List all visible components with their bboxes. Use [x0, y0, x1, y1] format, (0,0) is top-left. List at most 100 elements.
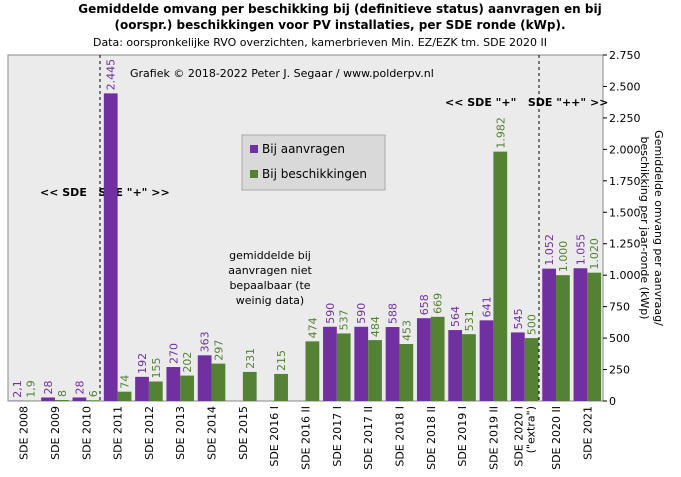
annotation: aanvragen niet	[228, 264, 312, 277]
y-tick-label: 2.500	[609, 80, 641, 93]
y-tick-label: 750	[609, 301, 630, 314]
bar	[510, 332, 525, 401]
data-label: 270	[167, 343, 180, 364]
x-tick-label: SDE 2009	[49, 406, 62, 460]
bar	[72, 397, 87, 401]
bar	[430, 316, 445, 401]
bar	[323, 326, 337, 401]
data-label: 231	[244, 348, 257, 369]
bar	[305, 341, 320, 401]
legend: Bij aanvragen Bij beschikkingen	[250, 142, 367, 181]
legend-swatch	[250, 170, 258, 178]
bar	[166, 367, 181, 401]
x-tick-label-line: SDE 2020 I	[513, 406, 526, 467]
bar	[274, 373, 288, 401]
data-label: 297	[212, 340, 225, 361]
bar	[86, 400, 101, 401]
data-label: 484	[369, 316, 382, 337]
data-label: 545	[512, 308, 525, 329]
annotation: bepaalbaar (te	[229, 279, 310, 292]
x-tick-label: SDE 2017 II	[362, 406, 375, 470]
y-tick-label: 1.500	[609, 206, 641, 219]
data-label: 641	[481, 296, 494, 317]
bar	[479, 320, 494, 401]
x-tick-label-line: ("extra")	[525, 406, 538, 453]
data-label: 453	[400, 320, 413, 341]
y-tick-label: 1.750	[609, 175, 641, 188]
y-tick-label: 2.750	[609, 49, 641, 62]
bar	[556, 275, 570, 401]
y-tick-label: 250	[609, 364, 630, 377]
data-label: 588	[387, 303, 400, 324]
x-tick-label: SDE 2019 I	[456, 406, 469, 467]
data-label: 6	[87, 390, 100, 397]
data-label: 500	[526, 314, 539, 335]
legend-box	[241, 134, 386, 191]
x-tick-label: SDE 2012	[143, 406, 156, 460]
bar	[148, 381, 163, 401]
bar	[197, 355, 212, 401]
title: (oorspr.) beschikkingen voor PV installa…	[115, 18, 566, 32]
legend-label: Bij beschikkingen	[262, 167, 367, 181]
data-label: 564	[449, 306, 462, 327]
bar	[399, 344, 414, 401]
bar	[542, 268, 557, 401]
bar	[54, 399, 69, 401]
y-tick-label: 2.250	[609, 112, 641, 125]
data-label: 202	[181, 352, 194, 373]
x-tick-label: SDE 2020 I("extra")	[513, 406, 538, 467]
data-label: 28	[73, 380, 86, 394]
data-label: 537	[338, 309, 351, 330]
data-label: 590	[355, 303, 368, 324]
bar	[211, 363, 226, 401]
data-label: 192	[136, 353, 149, 374]
data-label: 1.000	[557, 241, 570, 273]
data-label: 1.982	[494, 117, 507, 149]
x-tick-label: SDE 2013	[174, 406, 187, 460]
bar	[587, 272, 602, 401]
y-axis-label: beschikking per jaar-ronde (kWp)	[638, 137, 651, 320]
x-tick-label: SDE 2017 I	[331, 406, 344, 467]
x-tick-label: SDE 2010	[80, 406, 93, 460]
y-axis-label: Gemiddelde omvang per aanvraag/	[652, 130, 665, 326]
y-tick-label: 1.000	[609, 269, 641, 282]
bar	[462, 334, 476, 401]
bar	[117, 391, 132, 401]
x-tick-label: SDE 2015	[237, 406, 250, 460]
bar	[524, 338, 539, 401]
legend-swatch	[250, 145, 258, 153]
data-label: 1.055	[574, 234, 587, 266]
annotation: weinig data)	[236, 294, 304, 307]
x-tick-label: SDE 2011	[112, 406, 125, 460]
data-label: 669	[432, 293, 445, 314]
x-tick-label: SDE 2016 I	[268, 406, 281, 467]
annotation: gemiddelde bij	[229, 249, 311, 262]
data-label: 474	[306, 317, 319, 338]
bar	[103, 93, 118, 401]
x-tick-label: SDE 2021	[581, 406, 594, 460]
bar	[135, 376, 149, 401]
data-label: 74	[118, 375, 131, 389]
data-label: 8	[56, 390, 69, 397]
bar	[416, 318, 431, 401]
bar	[448, 330, 463, 401]
data-label: 590	[324, 303, 337, 324]
data-label: 531	[463, 310, 476, 331]
y-tick-label: 2.000	[609, 143, 641, 156]
data-label: 2.445	[105, 59, 118, 91]
y-tick-label: 500	[609, 332, 630, 345]
data-label: 2,1	[11, 380, 24, 398]
annotation: << SDE "+" SDE "++" >>	[445, 96, 608, 109]
data-label: 155	[150, 357, 163, 378]
x-tick-label: SDE 2018 I	[393, 406, 406, 467]
bar	[493, 151, 508, 401]
x-tick-label: SDE 2019 II	[487, 406, 500, 470]
data-label: 658	[418, 294, 431, 315]
x-tick-label: SDE 2008	[18, 406, 31, 460]
bar	[242, 371, 257, 401]
title: Gemiddelde omvang per beschikking bij (d…	[78, 2, 601, 16]
bar	[368, 340, 382, 401]
data-label: 363	[199, 331, 212, 352]
legend-label: Bij aanvragen	[262, 142, 345, 156]
